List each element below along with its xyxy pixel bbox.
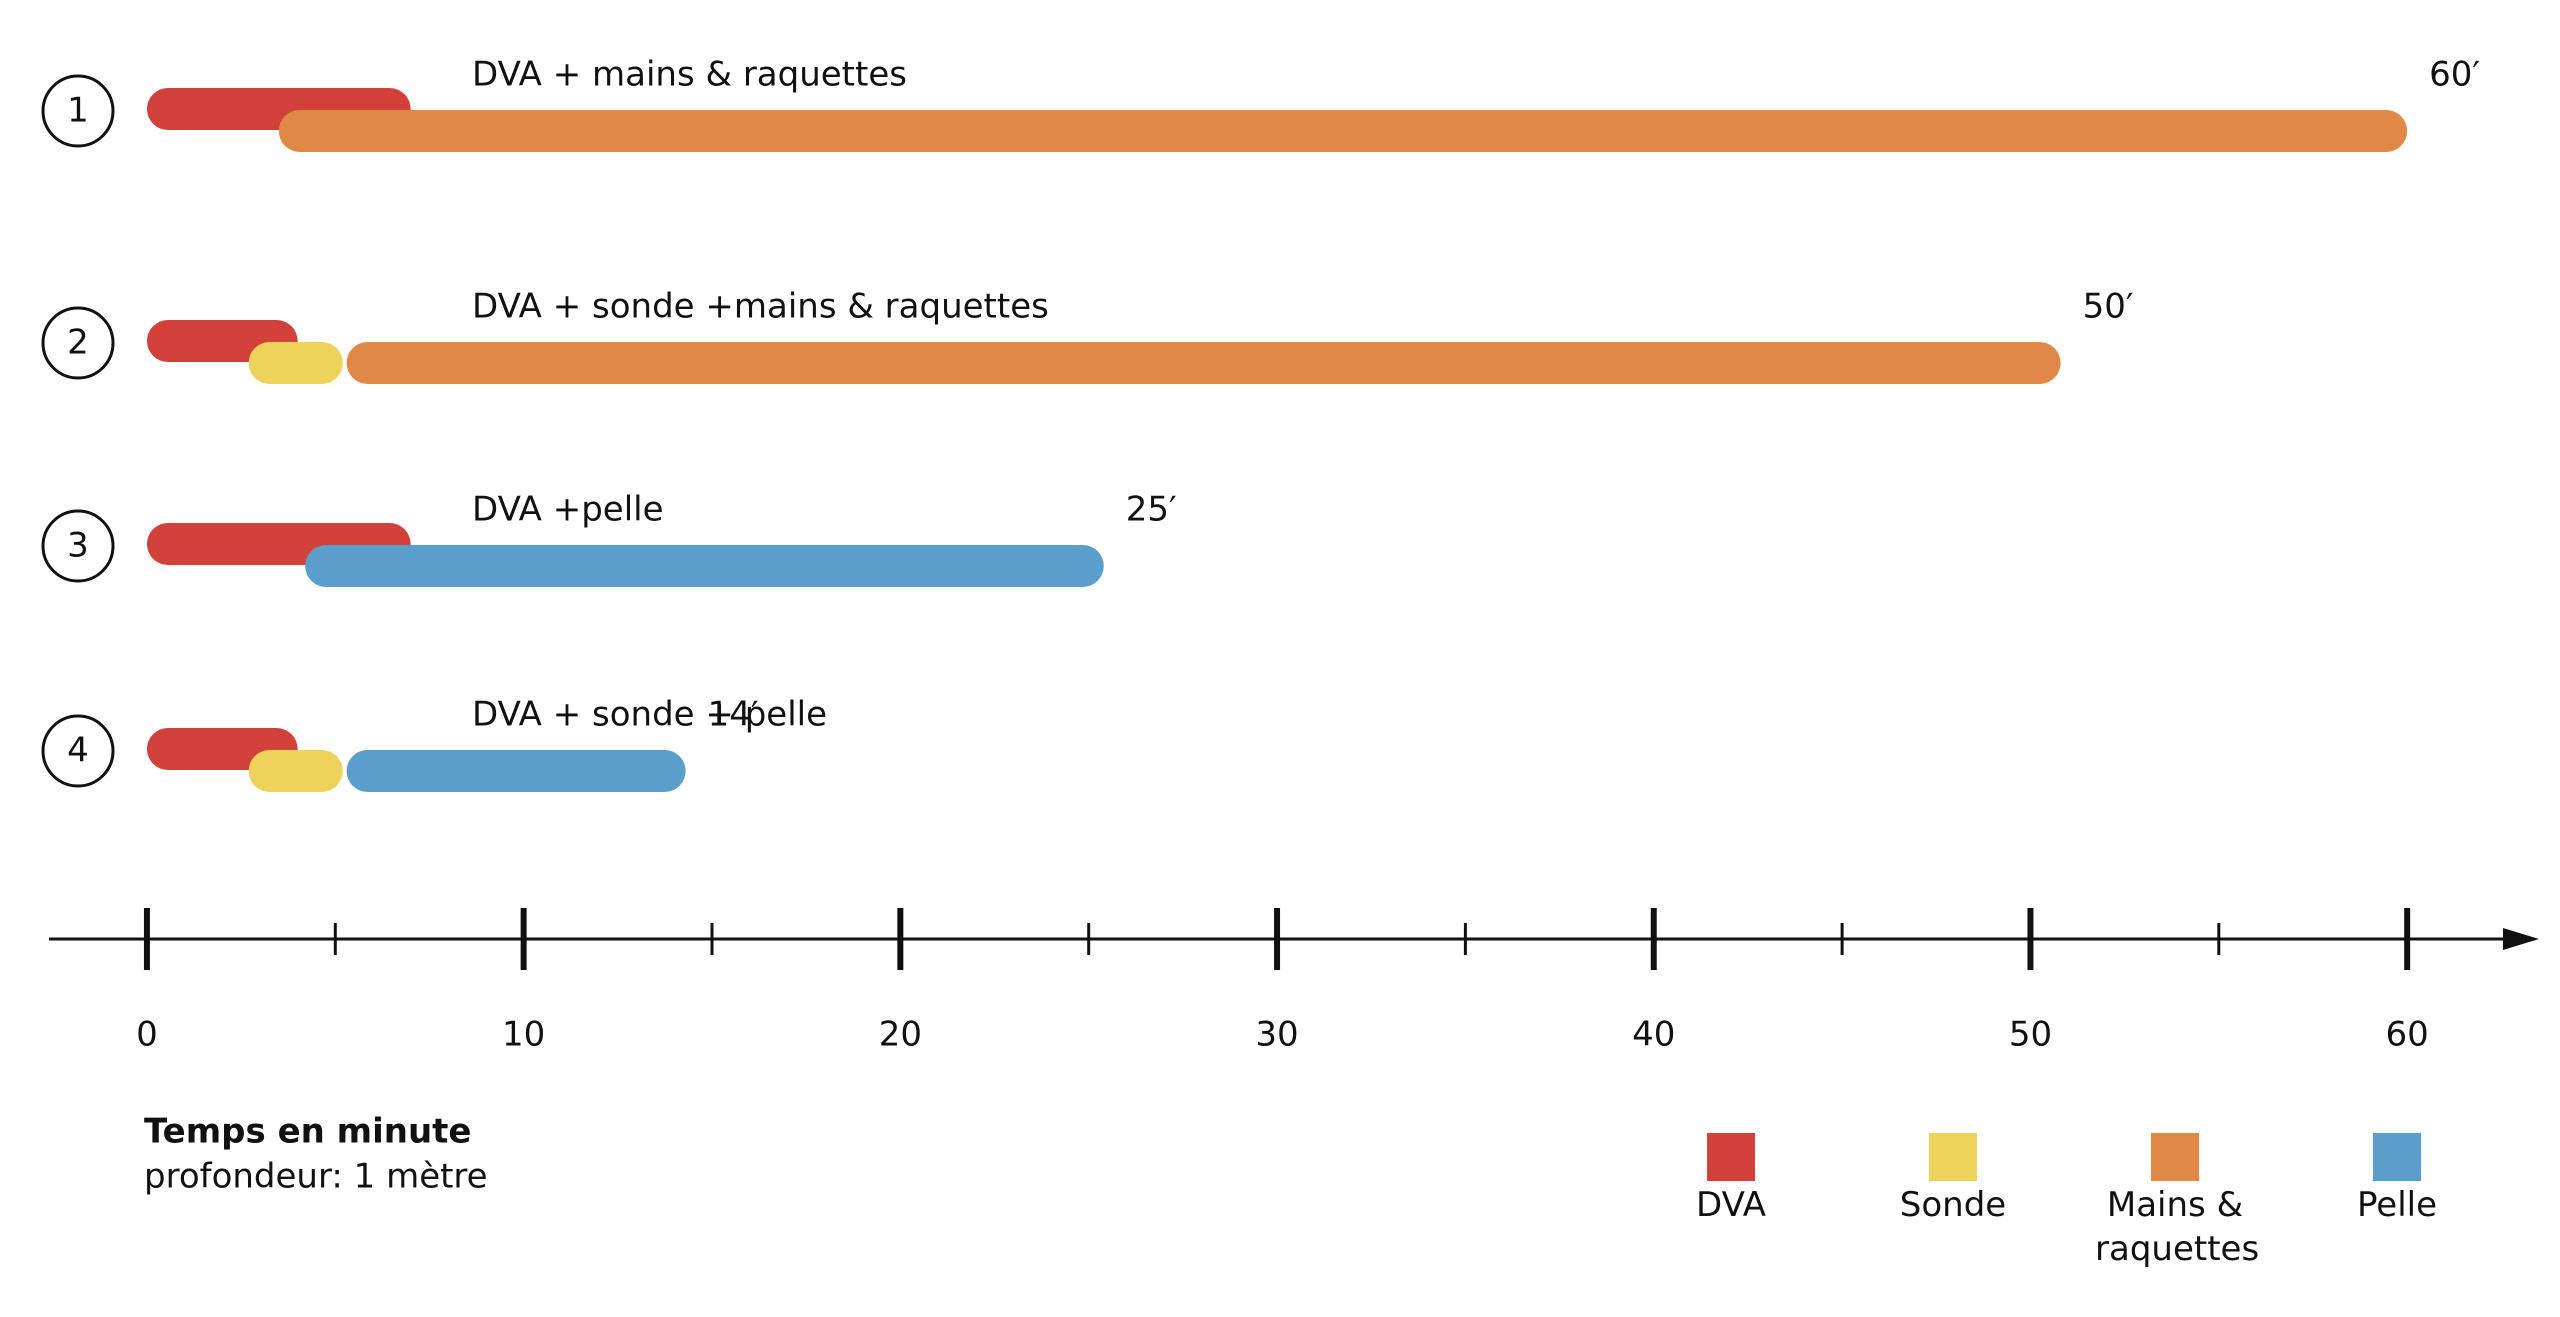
legend-swatch (1707, 1133, 1755, 1181)
total-label: 60′ (2429, 55, 2480, 95)
x-tick-label: 60 (2386, 1015, 2429, 1055)
row-id: 1 (67, 91, 89, 131)
segment-bar (248, 342, 343, 384)
row-id: 4 (67, 731, 89, 771)
row-marker (41, 714, 115, 788)
legend-entry: Sonde (1899, 1185, 2007, 1225)
subtitle: profondeur: 1 mètre (144, 1157, 488, 1197)
row-label: DVA + mains & raquettes (472, 55, 907, 95)
total-label: 50′ (2083, 287, 2134, 327)
legend-label: Sonde (1899, 1185, 2007, 1225)
row-marker (41, 74, 115, 148)
x-tick-label: 50 (2009, 1015, 2052, 1055)
legend-entry: Pelle (2356, 1185, 2438, 1225)
legend-swatch (2151, 1133, 2199, 1181)
legend-label: Pelle (2356, 1185, 2438, 1225)
row-label: DVA +pelle (472, 490, 664, 530)
legend-label: Mains & raquettes (2095, 1185, 2260, 1269)
x-tick-label: 20 (879, 1015, 922, 1055)
row-label: DVA + sonde +mains & raquettes (472, 287, 1049, 327)
x-tick-label: 0 (136, 1015, 158, 1055)
row-marker (41, 509, 115, 583)
legend-label: DVA (1696, 1185, 1766, 1225)
row-id: 3 (67, 526, 89, 566)
segment-bar (346, 750, 686, 792)
segment-bar (278, 110, 2408, 152)
legend-swatch (1929, 1133, 1977, 1181)
row-marker (41, 306, 115, 380)
total-label: 25′ (1126, 490, 1177, 530)
row-label: DVA + sonde + pelle (472, 695, 827, 735)
legend-entry: Mains & raquettes (2095, 1185, 2260, 1269)
x-tick-label: 30 (1255, 1015, 1298, 1055)
legend-entry: DVA (1696, 1185, 1766, 1225)
x-tick-label: 10 (502, 1015, 545, 1055)
segment-bar (305, 545, 1104, 587)
row-id: 2 (67, 323, 89, 363)
legend-swatch (2373, 1133, 2421, 1181)
total-label: 14′ (708, 695, 759, 735)
segment-bar (248, 750, 343, 792)
axis-arrow (2503, 928, 2539, 950)
segment-bar (346, 342, 2061, 384)
x-tick-label: 40 (1632, 1015, 1675, 1055)
axis-title: Temps en minute (144, 1112, 471, 1152)
